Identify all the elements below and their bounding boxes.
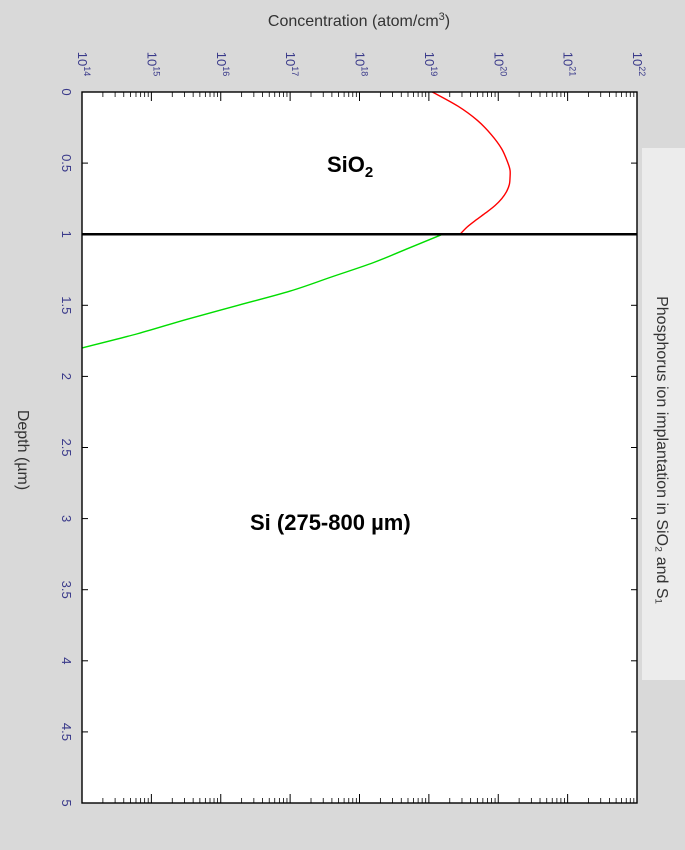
conc-tick-label: 1021 [561, 52, 578, 76]
y-axis-title-text: Concentration (atom/cm [268, 13, 439, 30]
conc-tick-label: 1015 [144, 52, 161, 76]
depth-tick-label: 0.5 [59, 154, 74, 172]
conc-tick-label: 1017 [283, 52, 300, 76]
tick-labels: 0 0.5 1 1.5 2 2.5 3 3.5 4 4.5 5 1014 1015 1016 1017 101… [59, 52, 647, 807]
conc-tick-label: 1022 [630, 52, 647, 76]
title-panel [642, 148, 685, 680]
x-axis-title: Depth (µm) [14, 410, 31, 490]
conc-tick-label: 1018 [353, 52, 370, 76]
oxide-region-label: SiO2 [327, 152, 373, 181]
y-axis-title-superscript: 3 [439, 11, 445, 23]
depth-tick-label: 0 [59, 88, 74, 95]
depth-tick-label: 1.5 [59, 296, 74, 314]
chart-title: Phosphorus ion implantation in SiO₂ and … [653, 296, 670, 604]
y-axis-title-close: ) [445, 13, 450, 30]
conc-tick-label: 1020 [491, 52, 508, 76]
depth-tick-label: 1 [59, 231, 74, 238]
depth-tick-label: 3 [59, 515, 74, 522]
curves [81, 91, 511, 349]
y-axis-title: Concentration (atom/cm3) [268, 11, 450, 30]
depth-tick-label: 4.5 [59, 723, 74, 741]
plot-frame [81, 91, 638, 804]
depth-tick-label: 4 [59, 657, 74, 664]
series-line-sio2 [432, 91, 511, 235]
depth-tick-label: 3.5 [59, 581, 74, 599]
oxide-label-subscript: 2 [365, 164, 373, 181]
oxide-label-text: SiO [327, 152, 365, 177]
plot-area [82, 92, 637, 803]
depth-tick-label: 2 [59, 373, 74, 380]
series-line-si [81, 233, 444, 349]
substrate-region-label: Si (275-800 µm) [250, 510, 411, 535]
chart-title-text: Phosphorus ion implantation in SiO₂ and … [653, 296, 670, 604]
conc-tick-label: 1019 [422, 52, 439, 76]
depth-tick-label: 5 [59, 799, 74, 806]
conc-tick-label: 1016 [214, 52, 231, 76]
conc-tick-label: 1014 [75, 52, 92, 76]
depth-tick-label: 2.5 [59, 438, 74, 456]
